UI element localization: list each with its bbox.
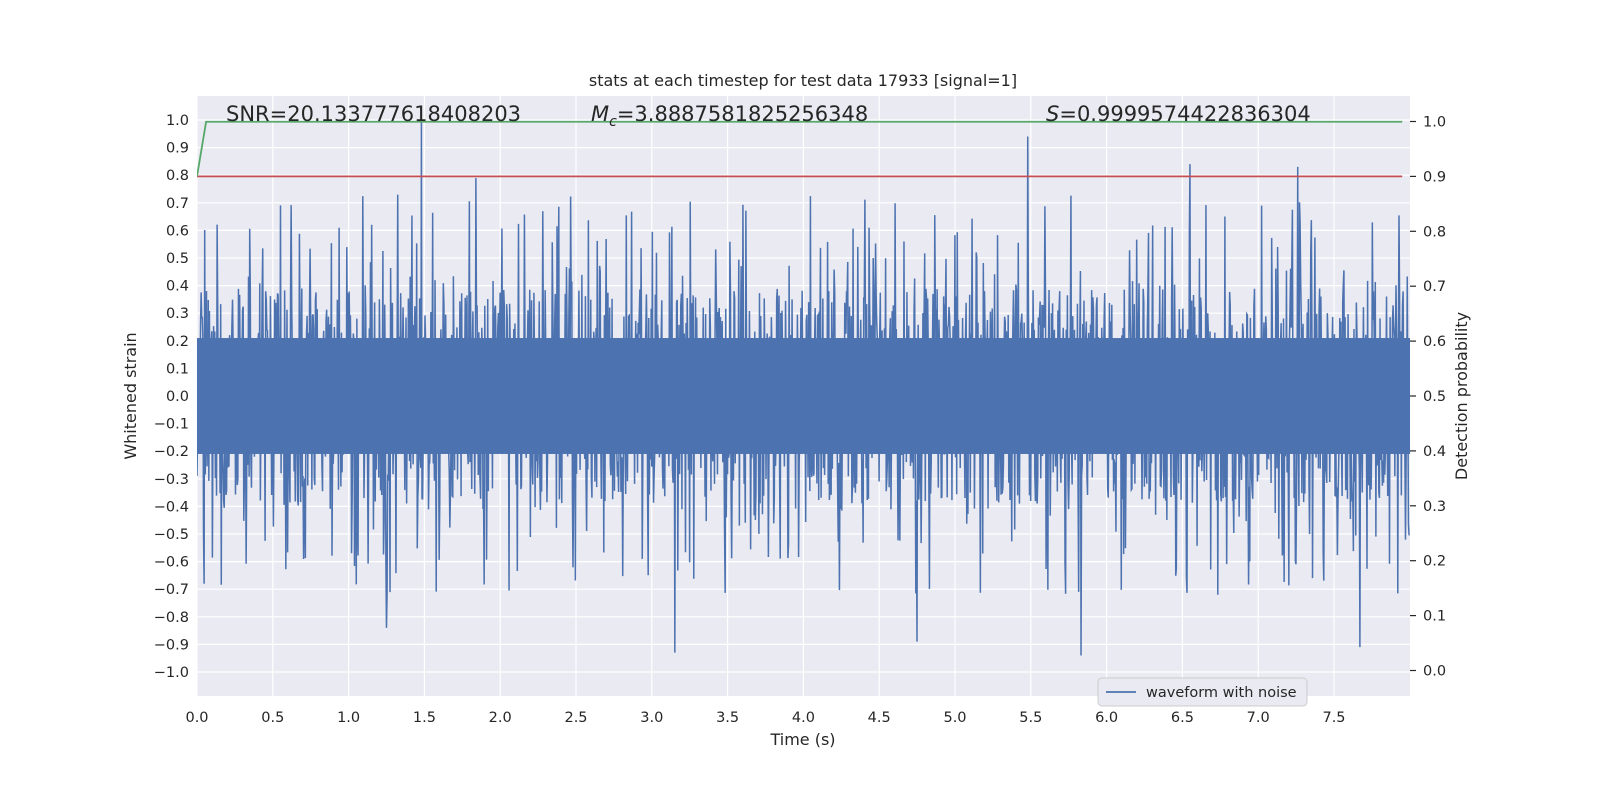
legend: waveform with noise [1097, 677, 1308, 707]
y-tick-label: 0.7 [166, 196, 189, 212]
y2-tick-label: 0.6 [1423, 334, 1446, 350]
y2-tick-label: 0.3 [1423, 499, 1446, 515]
chirp-mass-subscript: c [609, 114, 617, 130]
x-tick-label: 3.5 [716, 710, 739, 726]
y-tick-label: −0.5 [154, 527, 189, 543]
x-axis-ticks: 0.0 0.5 1.0 1.5 2.0 2.5 3.0 3.5 4.0 4.5 5.0 5.5 6.0 6… [185, 710, 1345, 726]
y-tick-label: −1.0 [154, 665, 189, 681]
waveform-core [197, 338, 1410, 454]
y-tick-label: 0.1 [166, 361, 189, 377]
y2-tick-label: 0.8 [1423, 224, 1446, 240]
chirp-mass-value: =3.8887581825256348 [617, 102, 868, 126]
detection-probability-line [197, 120, 1403, 177]
y2-tick-label: 0.2 [1423, 554, 1446, 570]
legend-box [1097, 677, 1308, 707]
significance-value: =0.9999574422836304 [1059, 102, 1310, 126]
snr-annotation: SNR=20.133777618408203 [226, 102, 521, 126]
y-tick-label: 0.0 [166, 389, 189, 405]
chirp-mass-annotation: Mc=3.8887581825256348 [591, 102, 868, 130]
x-tick-label: 1.5 [413, 710, 436, 726]
y2-tick-label: 1.0 [1423, 115, 1446, 131]
y2-tick-label: 0.1 [1423, 609, 1446, 625]
y-tick-label: 0.3 [166, 306, 189, 322]
x-tick-label: 2.0 [489, 710, 512, 726]
legend-label-waveform: waveform with noise [1146, 685, 1297, 701]
x-tick-label: 4.5 [868, 710, 891, 726]
x-tick-label: 6.0 [1095, 710, 1118, 726]
y2-tick-label: 0.9 [1423, 169, 1446, 185]
x-tick-label: 6.5 [1171, 710, 1194, 726]
y-tick-label: 1.0 [166, 113, 189, 129]
y2-tick-label: 0.0 [1423, 664, 1446, 680]
y-tick-label: 0.9 [166, 141, 189, 157]
y-tick-label: −0.4 [154, 499, 189, 515]
chirp-mass-symbol: M [591, 102, 609, 126]
y2-axis-label: Detection probability [1452, 312, 1471, 480]
y2-tick-label: 0.5 [1423, 389, 1446, 405]
y-tick-label: −0.7 [154, 582, 189, 598]
y-axis-label: Whitened strain [121, 332, 140, 459]
y-tick-label: 0.5 [166, 251, 189, 267]
x-tick-label: 4.0 [792, 710, 815, 726]
y-tick-label: 0.4 [166, 279, 189, 295]
significance-annotation: S=0.9999574422836304 [1046, 102, 1311, 126]
y2-tick-label: 0.4 [1423, 444, 1446, 460]
y2-tick-label: 0.7 [1423, 279, 1446, 295]
y-tick-label: −0.3 [154, 472, 189, 488]
y-tick-label: −0.2 [154, 444, 189, 460]
y-tick-label: −0.9 [154, 637, 189, 653]
y2-axis-ticks: 1.0 0.9 0.8 0.7 0.6 0.5 0.4 0.3 0.2 0.1 0.0 [1410, 115, 1446, 680]
x-tick-label: 7.5 [1322, 710, 1345, 726]
significance-symbol: S [1046, 102, 1059, 126]
y-tick-label: −0.6 [154, 555, 189, 571]
y-tick-label: 0.2 [166, 334, 189, 350]
x-tick-label: 2.5 [564, 710, 587, 726]
x-tick-label: 3.0 [640, 710, 663, 726]
y-tick-label: −0.8 [154, 610, 189, 626]
y-axis-ticks: 1.0 0.9 0.8 0.7 0.6 0.5 0.4 0.3 0.2 0.1 0.0 −0.1 −0.… [154, 113, 189, 681]
y-tick-label: −0.1 [154, 417, 189, 433]
x-tick-label: 5.0 [943, 710, 966, 726]
probability-series [197, 120, 1403, 178]
y-tick-label: 0.6 [166, 223, 189, 239]
x-axis-label: Time (s) [769, 730, 835, 749]
y-tick-label: 0.8 [166, 168, 189, 184]
x-tick-label: 1.0 [337, 710, 360, 726]
x-tick-label: 0.5 [261, 710, 284, 726]
waveform-series [197, 119, 1410, 656]
x-tick-label: 7.0 [1247, 710, 1270, 726]
x-tick-label: 0.0 [185, 710, 208, 726]
chart-title: stats at each timestep for test data 179… [589, 71, 1017, 90]
x-tick-label: 5.5 [1019, 710, 1042, 726]
